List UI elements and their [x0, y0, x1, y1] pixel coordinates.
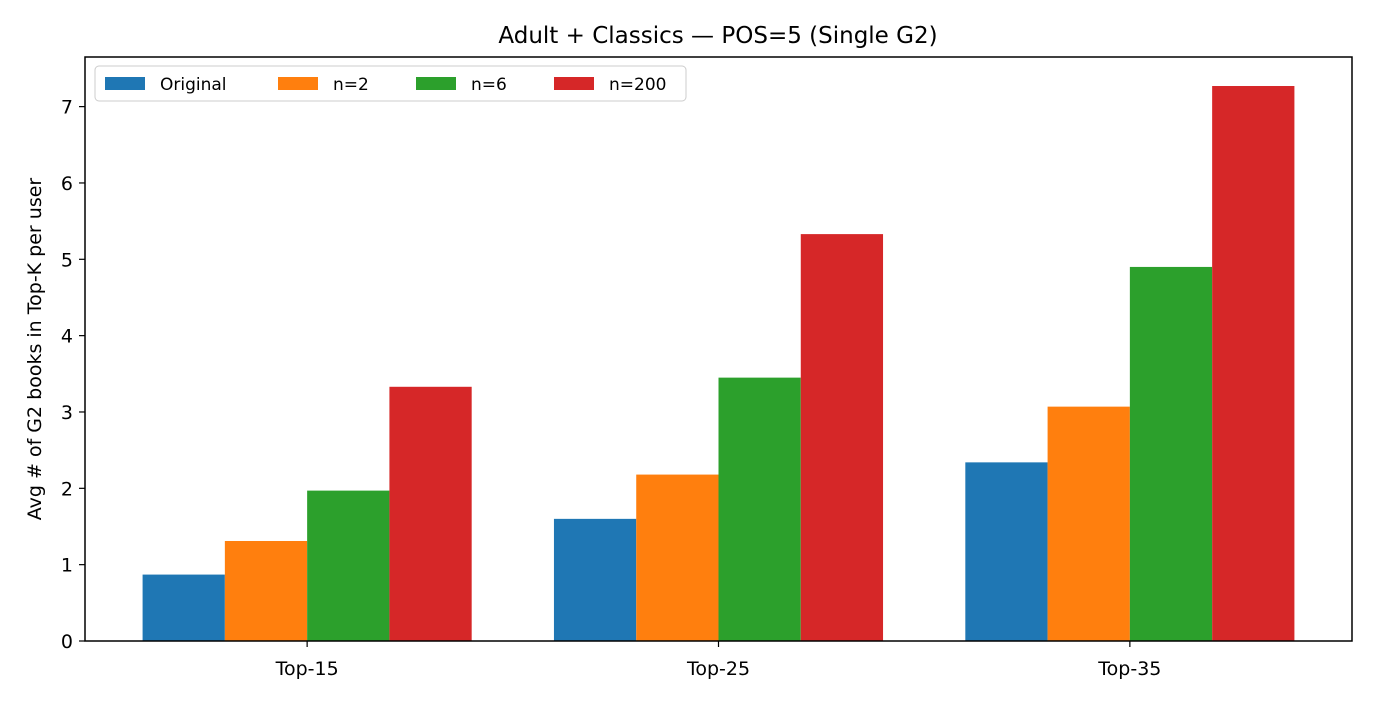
legend-label: Original [160, 75, 227, 95]
legend: Original n=2 n=6 n=200 [94, 65, 687, 102]
y-tick-label: 4 [61, 326, 73, 348]
x-tick-label: Top-35 [1097, 658, 1161, 680]
bar-original-top-15 [142, 574, 225, 641]
bars-layer [142, 86, 1295, 642]
axes-layer: 0 1 2 3 4 5 6 7 Top-15 Top-25 Top-35 [61, 56, 1353, 680]
legend-swatch [416, 77, 456, 90]
y-axis-label: Avg # of G2 books in Top-K per user [24, 178, 46, 521]
bar-original-top-25 [553, 518, 637, 641]
y-tick-label: 1 [61, 555, 73, 577]
bar-n-6-top-35 [1129, 266, 1213, 641]
y-tick-label: 5 [61, 249, 73, 271]
legend-label: n=200 [609, 75, 666, 95]
y-tick-label: 7 [61, 97, 73, 119]
bar-original-top-35 [965, 462, 1048, 641]
legend-box [94, 65, 687, 102]
bar-n-200-top-15 [389, 386, 472, 641]
bar-n-2-top-35 [1047, 406, 1130, 641]
x-tick-label: Top-25 [686, 658, 750, 680]
y-tick-label: 0 [61, 631, 73, 653]
bar-n-200-top-35 [1212, 86, 1295, 641]
chart-title: Adult + Classics — POS=5 (Single G2) [498, 23, 937, 49]
x-tick-label: Top-15 [275, 658, 339, 680]
bar-n-200-top-25 [800, 234, 884, 642]
bar-n-6-top-25 [718, 377, 801, 641]
y-tick-label: 2 [61, 478, 73, 500]
legend-swatch [278, 77, 318, 90]
legend-label: n=2 [333, 75, 369, 95]
bar-n-2-top-15 [224, 540, 308, 641]
bar-n-6-top-15 [307, 490, 390, 641]
legend-swatch [554, 77, 594, 90]
legend-swatch [105, 77, 145, 90]
legend-label: n=6 [471, 75, 507, 95]
y-tick-label: 6 [61, 173, 73, 195]
y-tick-label: 3 [61, 402, 73, 424]
bar-n-2-top-25 [636, 474, 719, 641]
